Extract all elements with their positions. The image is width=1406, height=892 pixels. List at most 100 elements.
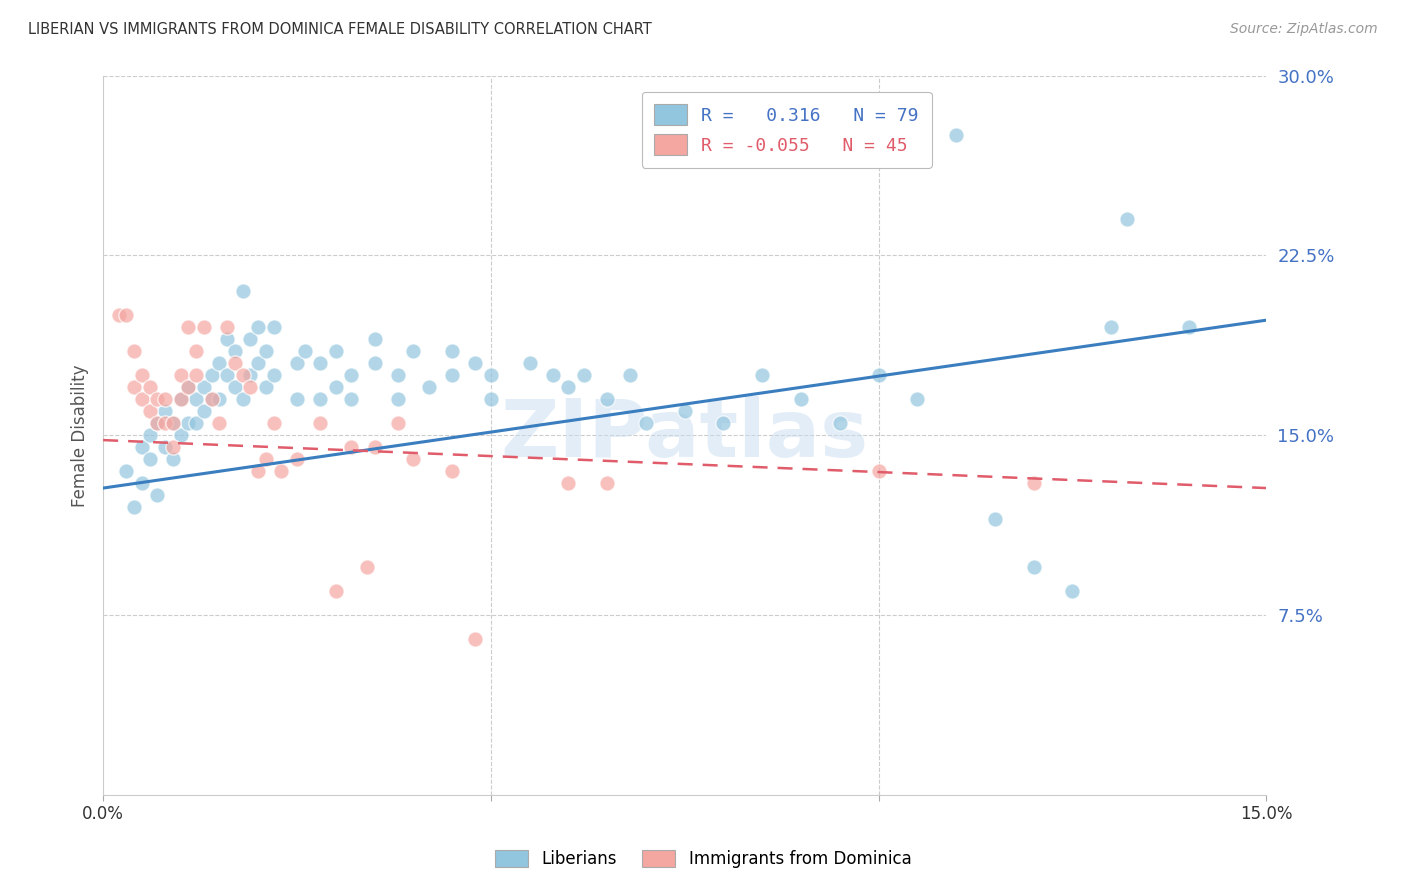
Point: [131, 440, 153, 454]
Point: [1022, 560, 1045, 574]
Point: [363, 356, 385, 370]
Point: [131, 368, 153, 383]
Point: [263, 368, 285, 383]
Point: [387, 392, 409, 407]
Text: Source: ZipAtlas.com: Source: ZipAtlas.com: [1230, 22, 1378, 37]
Point: [138, 404, 160, 418]
Point: [479, 392, 502, 407]
Point: [131, 476, 153, 491]
Point: [193, 380, 215, 394]
Point: [254, 380, 277, 394]
Point: [294, 344, 316, 359]
Point: [790, 392, 813, 407]
Point: [239, 368, 262, 383]
Point: [363, 440, 385, 454]
Point: [208, 356, 231, 370]
Point: [138, 428, 160, 442]
Point: [162, 440, 184, 454]
Point: [905, 392, 928, 407]
Point: [186, 368, 208, 383]
Point: [479, 368, 502, 383]
Point: [146, 488, 169, 502]
Point: [340, 368, 363, 383]
Point: [340, 440, 363, 454]
Point: [356, 560, 378, 574]
Point: [162, 452, 184, 467]
Point: [325, 584, 347, 599]
Point: [441, 344, 464, 359]
Point: [868, 464, 890, 478]
Point: [519, 356, 541, 370]
Point: [186, 417, 208, 431]
Point: [177, 380, 200, 394]
Point: [596, 476, 619, 491]
Point: [239, 380, 262, 394]
Point: [263, 320, 285, 334]
Point: [285, 356, 308, 370]
Point: [224, 356, 246, 370]
Point: [1022, 476, 1045, 491]
Point: [146, 392, 169, 407]
Point: [115, 464, 138, 478]
Point: [402, 452, 425, 467]
Point: [193, 320, 215, 334]
Point: [208, 417, 231, 431]
Point: [387, 417, 409, 431]
Point: [340, 392, 363, 407]
Point: [201, 392, 224, 407]
Text: ZIPatlas: ZIPatlas: [501, 396, 869, 475]
Point: [254, 344, 277, 359]
Point: [713, 417, 735, 431]
Y-axis label: Female Disability: Female Disability: [72, 364, 89, 507]
Point: [441, 368, 464, 383]
Point: [363, 332, 385, 346]
Point: [186, 392, 208, 407]
Point: [122, 380, 145, 394]
Point: [247, 464, 270, 478]
Point: [217, 332, 239, 346]
Point: [201, 392, 224, 407]
Point: [464, 632, 486, 647]
Point: [232, 392, 254, 407]
Point: [945, 128, 967, 143]
Point: [153, 417, 176, 431]
Point: [232, 368, 254, 383]
Point: [153, 392, 176, 407]
Point: [634, 417, 657, 431]
Point: [1115, 212, 1137, 227]
Point: [170, 392, 193, 407]
Point: [131, 392, 153, 407]
Point: [177, 417, 200, 431]
Point: [285, 452, 308, 467]
Point: [138, 452, 160, 467]
Point: [828, 417, 851, 431]
Point: [309, 417, 332, 431]
Point: [239, 332, 262, 346]
Point: [122, 344, 145, 359]
Point: [138, 380, 160, 394]
Point: [263, 417, 285, 431]
Point: [153, 404, 176, 418]
Point: [247, 356, 270, 370]
Legend: R =   0.316   N = 79, R = -0.055   N = 45: R = 0.316 N = 79, R = -0.055 N = 45: [643, 92, 932, 168]
Point: [232, 285, 254, 299]
Point: [984, 512, 1007, 526]
Point: [557, 476, 579, 491]
Point: [309, 392, 332, 407]
Point: [868, 368, 890, 383]
Point: [177, 380, 200, 394]
Point: [162, 417, 184, 431]
Point: [541, 368, 564, 383]
Point: [170, 368, 193, 383]
Point: [224, 380, 246, 394]
Point: [402, 344, 425, 359]
Point: [208, 392, 231, 407]
Point: [224, 344, 246, 359]
Point: [557, 380, 579, 394]
Point: [186, 344, 208, 359]
Point: [1099, 320, 1122, 334]
Legend: Liberians, Immigrants from Dominica: Liberians, Immigrants from Dominica: [488, 843, 918, 875]
Point: [217, 320, 239, 334]
Point: [572, 368, 595, 383]
Point: [619, 368, 641, 383]
